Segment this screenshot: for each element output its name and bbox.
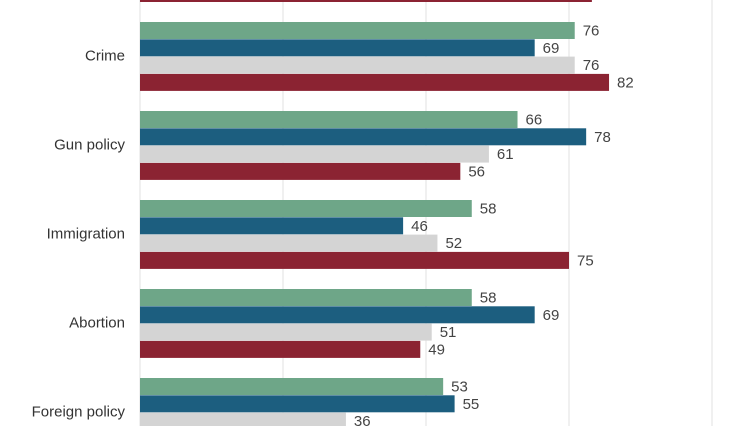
- category-label: Abortion: [69, 315, 125, 332]
- bar-crime-s3: [140, 56, 575, 74]
- value-label: 66: [526, 112, 543, 129]
- value-label: 49: [428, 341, 445, 358]
- category-label: Gun policy: [54, 137, 125, 154]
- value-label: 78: [594, 129, 611, 146]
- bar-immigration-s4: [140, 251, 569, 269]
- bar-gun-policy-s3: [140, 145, 489, 163]
- bar-gun-policy-s2: [140, 128, 587, 146]
- bar-abortion-s3: [140, 323, 432, 341]
- value-label: 36: [354, 413, 371, 426]
- value-label: 53: [451, 379, 468, 396]
- bar-abortion-s4: [140, 340, 421, 358]
- value-label: 69: [543, 307, 560, 324]
- bar-crime-s1: [140, 22, 575, 39]
- bar-immigration-s3: [140, 234, 438, 252]
- bars: [140, 0, 610, 426]
- bar-crime-s4: [140, 73, 610, 91]
- value-label: 52: [445, 235, 462, 252]
- labels: 76 69 76 82 Crime 66 78 61 56 Gun policy 58 46 52 75 I…: [32, 23, 634, 426]
- value-label: 46: [411, 218, 428, 235]
- value-label: 69: [543, 40, 560, 57]
- value-label: 55: [463, 396, 480, 413]
- category-label: Crime: [85, 48, 125, 65]
- value-label: 76: [583, 23, 600, 40]
- value-label: 76: [583, 57, 600, 74]
- bar-foreign-policy-s1: [140, 378, 444, 395]
- value-label: 56: [468, 163, 485, 180]
- bar-gun-policy-s1: [140, 111, 518, 128]
- value-label: 58: [480, 201, 497, 218]
- bar-partial-top: [140, 0, 592, 2]
- bar-crime-s2: [140, 39, 535, 57]
- bar-abortion-s1: [140, 289, 472, 306]
- value-label: 51: [440, 324, 457, 341]
- bar-abortion-s2: [140, 306, 535, 324]
- value-label: 82: [617, 74, 634, 91]
- bar-immigration-s1: [140, 200, 472, 217]
- value-label: 61: [497, 146, 514, 163]
- bar-foreign-policy-s2: [140, 395, 455, 413]
- bar-gun-policy-s4: [140, 162, 461, 180]
- value-label: 75: [577, 252, 594, 269]
- category-label: Foreign policy: [32, 404, 126, 421]
- category-label: Immigration: [47, 226, 125, 243]
- bar-foreign-policy-s3: [140, 412, 346, 426]
- bar-immigration-s2: [140, 217, 404, 235]
- value-label: 58: [480, 290, 497, 307]
